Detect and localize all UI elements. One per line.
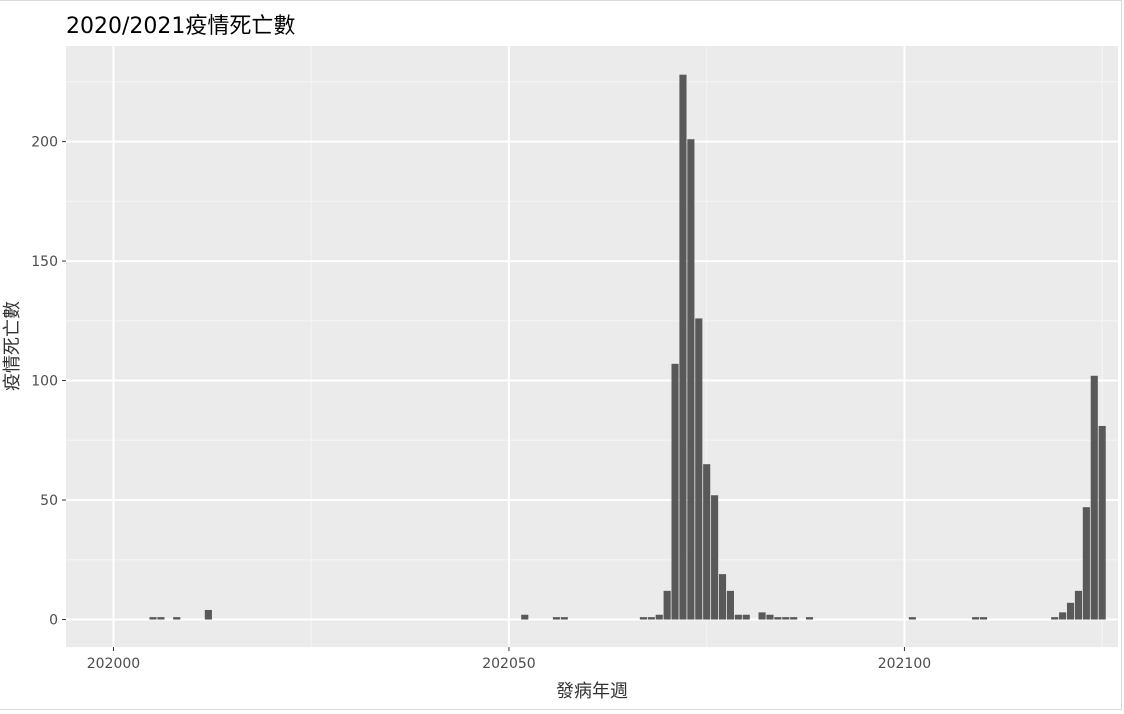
bar: [1066, 602, 1075, 620]
x-tick-label: 202100: [878, 656, 931, 672]
bar: [1082, 507, 1090, 620]
axes: 0 50 100 150 200 202000 202050 202100: [31, 135, 931, 672]
y-tick-label: 50: [40, 493, 58, 509]
bar: [734, 614, 742, 620]
chart-title: 2020/2021疫情死亡數: [66, 14, 296, 39]
bar: [782, 617, 790, 620]
bar: [639, 617, 647, 620]
bar: [718, 574, 727, 620]
bar: [979, 617, 988, 620]
plot-panel: [66, 46, 1118, 647]
y-tick-label: 0: [49, 613, 58, 629]
bar: [1098, 425, 1106, 620]
bar: [552, 617, 560, 620]
bar: [1074, 590, 1083, 620]
bar: [1090, 375, 1098, 620]
x-axis-title: 發病年週: [556, 681, 628, 702]
bar: [695, 318, 703, 620]
bar: [687, 139, 695, 620]
bar: [972, 617, 980, 620]
bar: [774, 617, 782, 620]
bar: [655, 614, 663, 620]
bar: [679, 74, 687, 620]
bar: [742, 614, 750, 620]
x-tick-label: 202000: [87, 656, 140, 672]
grid-lines: [66, 46, 1118, 647]
y-tick-label: 100: [31, 374, 58, 390]
bar: [703, 464, 711, 620]
bar: [1051, 617, 1059, 620]
bar: [149, 617, 157, 620]
bar: [758, 612, 766, 620]
bar: [173, 617, 181, 620]
y-tick-label: 200: [31, 135, 58, 151]
bars: [149, 74, 1106, 620]
bar: [647, 617, 655, 620]
bar: [663, 590, 671, 620]
bar: [726, 590, 734, 620]
bar: [671, 363, 679, 620]
bar: [204, 609, 212, 620]
y-axis-title: 疫情死亡數: [2, 301, 23, 391]
bar: [1059, 612, 1067, 620]
bar: [908, 617, 916, 620]
bar: [805, 617, 814, 620]
bar: [790, 617, 798, 620]
y-tick-label: 150: [31, 254, 58, 270]
bar: [521, 614, 529, 620]
bar: [157, 617, 165, 620]
x-tick-label: 202050: [482, 656, 535, 672]
bar: [766, 614, 774, 620]
bar: [560, 617, 568, 620]
bar: [711, 495, 719, 620]
